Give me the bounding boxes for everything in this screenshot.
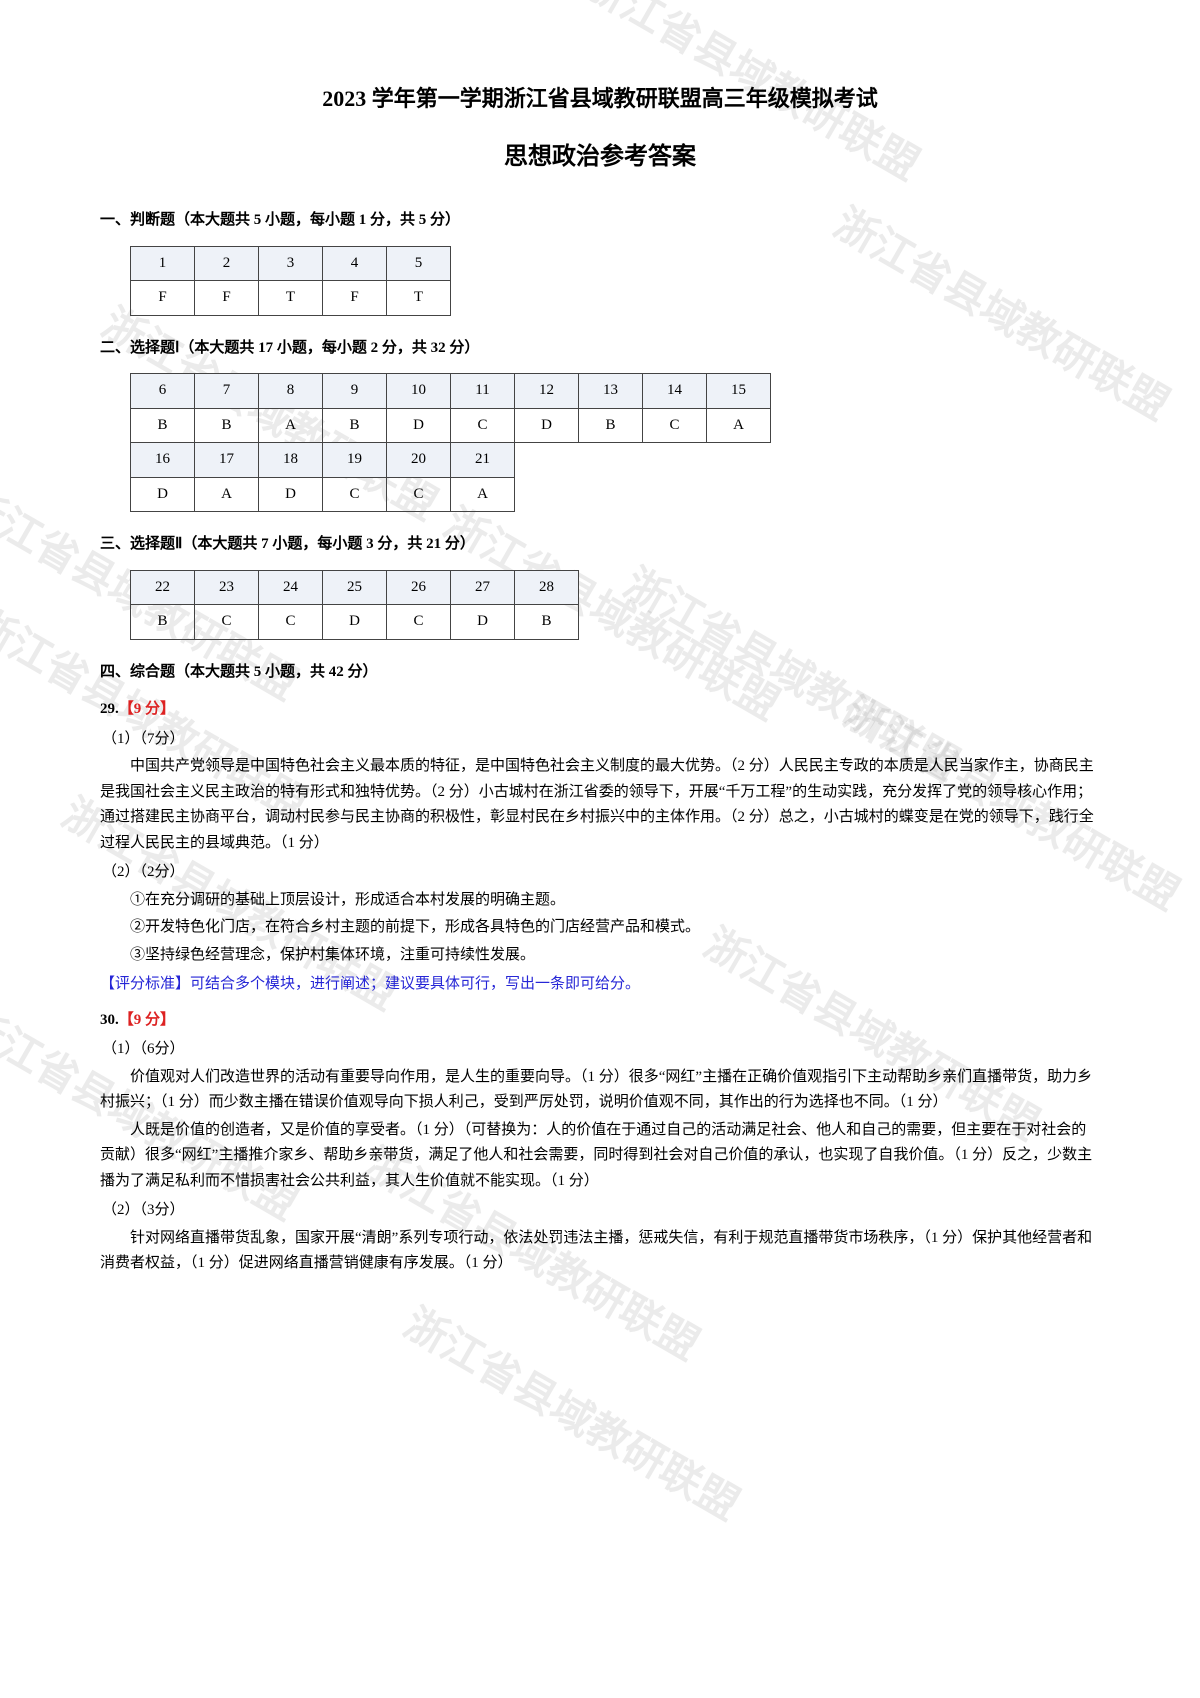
page-subtitle: 思想政治参考答案 (100, 137, 1100, 178)
table-cell: 24 (259, 570, 323, 605)
table-cell: 19 (323, 443, 387, 478)
qnum-label: 29. (100, 701, 119, 717)
table-cell: 26 (387, 570, 451, 605)
paragraph: ③坚持绿色经营理念，保护村集体环境，注重可持续性发展。 (100, 943, 1100, 969)
table-cell: 9 (323, 374, 387, 409)
sub-question-label: （2）（2分） (102, 860, 1100, 886)
table-cell: C (387, 605, 451, 640)
table-cell: 5 (387, 246, 451, 281)
table-cell: 8 (259, 374, 323, 409)
table-cell: 15 (707, 374, 771, 409)
table-cell: C (195, 605, 259, 640)
page-title: 2023 学年第一学期浙江省县域教研联盟高三年级模拟考试 (100, 80, 1100, 117)
table-cell: D (451, 605, 515, 640)
answer-table-2: 6 7 8 9 10 11 12 13 14 15 B B A B D C D … (130, 373, 771, 512)
table-cell: F (323, 281, 387, 316)
score-label: 【9 分】 (119, 1012, 175, 1028)
table-cell: A (259, 408, 323, 443)
section-heading: 二、选择题Ⅰ（本大题共 17 小题，每小题 2 分，共 32 分） (100, 336, 1100, 362)
paragraph: 中国共产党领导是中国特色社会主义最本质的特征，是中国特色社会主义制度的最大优势。… (100, 754, 1100, 856)
table-cell: 1 (131, 246, 195, 281)
table-cell: D (387, 408, 451, 443)
table-cell: 14 (643, 374, 707, 409)
table-cell: T (259, 281, 323, 316)
paragraph: ①在充分调研的基础上顶层设计，形成适合本村发展的明确主题。 (100, 888, 1100, 914)
paragraph: 价值观对人们改造世界的活动有重要导向作用，是人生的重要向导。（1 分）很多“网红… (100, 1065, 1100, 1116)
table-cell: 22 (131, 570, 195, 605)
table-cell: 13 (579, 374, 643, 409)
table-cell: B (195, 408, 259, 443)
section-heading: 四、综合题（本大题共 5 小题，共 42 分） (100, 660, 1100, 686)
table-cell: D (323, 605, 387, 640)
table-cell: C (451, 408, 515, 443)
sub-question-label: （1）（6分） (102, 1037, 1100, 1063)
table-cell: 28 (515, 570, 579, 605)
table-cell: A (707, 408, 771, 443)
table-cell: B (131, 408, 195, 443)
table-cell: 21 (451, 443, 515, 478)
score-label: 【9 分】 (119, 701, 175, 717)
table-cell: 23 (195, 570, 259, 605)
table-cell: A (451, 477, 515, 512)
table-cell: C (259, 605, 323, 640)
table-cell: 27 (451, 570, 515, 605)
page: 浙江省县域教研联盟 浙江省县域教研联盟 浙江省县域教研联盟 浙江省县域教研联盟 … (0, 0, 1200, 1698)
section-heading: 一、判断题（本大题共 5 小题，每小题 1 分，共 5 分） (100, 208, 1100, 234)
answer-table-1: 1 2 3 4 5 F F T F T (130, 246, 451, 316)
table-cell: 20 (387, 443, 451, 478)
table-cell: 11 (451, 374, 515, 409)
table-cell: 7 (195, 374, 259, 409)
answer-table-3: 22 23 24 25 26 27 28 B C C D C D B (130, 570, 579, 640)
question-number: 30.【9 分】 (100, 1008, 1100, 1034)
table-cell: B (323, 408, 387, 443)
table-cell: D (515, 408, 579, 443)
table-cell: 2 (195, 246, 259, 281)
table-cell: C (323, 477, 387, 512)
table-cell: D (259, 477, 323, 512)
table-cell: C (387, 477, 451, 512)
table-cell: 16 (131, 443, 195, 478)
table-cell: 18 (259, 443, 323, 478)
table-cell: 17 (195, 443, 259, 478)
table-cell: F (131, 281, 195, 316)
table-cell: 6 (131, 374, 195, 409)
question-number: 29.【9 分】 (100, 697, 1100, 723)
paragraph: 人既是价值的创造者，又是价值的享受者。（1 分）（可替换为：人的价值在于通过自己… (100, 1118, 1100, 1195)
table-cell: F (195, 281, 259, 316)
paragraph: ②开发特色化门店，在符合乡村主题的前提下，形成各具特色的门店经营产品和模式。 (100, 915, 1100, 941)
grading-note: 【评分标准】可结合多个模块，进行阐述；建议要具体可行，写出一条即可给分。 (100, 972, 1100, 998)
table-cell: C (643, 408, 707, 443)
table-cell: 12 (515, 374, 579, 409)
qnum-label: 30. (100, 1012, 119, 1028)
table-cell: 3 (259, 246, 323, 281)
table-cell: 25 (323, 570, 387, 605)
table-cell: 10 (387, 374, 451, 409)
section-heading: 三、选择题Ⅱ（本大题共 7 小题，每小题 3 分，共 21 分） (100, 532, 1100, 558)
table-cell: B (515, 605, 579, 640)
table-cell: D (131, 477, 195, 512)
table-cell: 4 (323, 246, 387, 281)
table-cell: A (195, 477, 259, 512)
table-cell: T (387, 281, 451, 316)
table-cell: B (579, 408, 643, 443)
table-cell: B (131, 605, 195, 640)
paragraph: 针对网络直播带货乱象，国家开展“清朗”系列专项行动，依法处罚违法主播，惩戒失信，… (100, 1226, 1100, 1277)
watermark: 浙江省县域教研联盟 (389, 1290, 752, 1541)
sub-question-label: （1）（7分） (102, 727, 1100, 753)
sub-question-label: （2）（3分） (102, 1198, 1100, 1224)
